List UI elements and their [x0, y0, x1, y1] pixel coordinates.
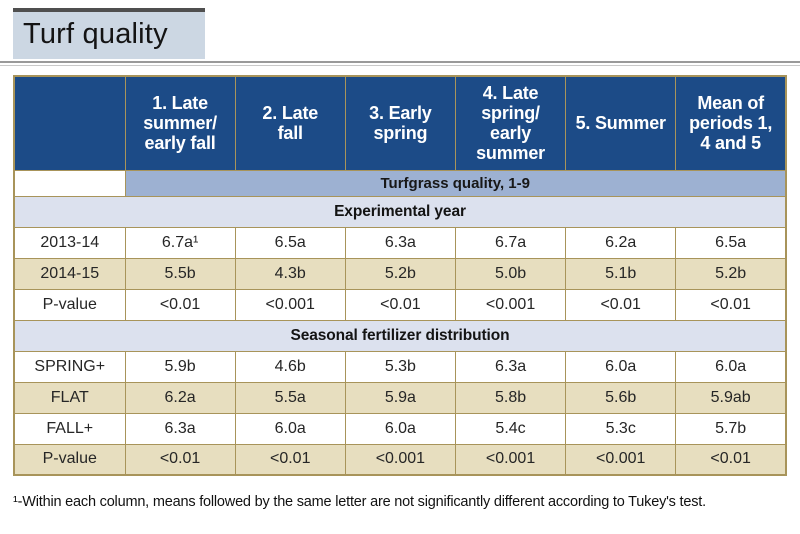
data-cell: 6.2a	[124, 381, 236, 414]
data-cell: <0.01	[124, 443, 236, 476]
data-cell: 5.3b	[344, 350, 456, 383]
data-cell: 6.3a	[454, 350, 567, 383]
data-cell: <0.01	[675, 443, 787, 476]
blank-cell	[13, 169, 126, 197]
data-row: P-value <0.01 <0.001 <0.01 <0.001 <0.01 <0.01	[13, 288, 787, 321]
footnote: ¹-Within each column, means followed by …	[13, 494, 706, 510]
data-cell: 6.7a	[454, 226, 567, 259]
data-cell: 5.8b	[454, 381, 567, 414]
data-cell: 6.7a¹	[124, 226, 236, 259]
data-row: FLAT 6.2a 5.5a 5.9a 5.8b 5.6b 5.9ab	[13, 381, 787, 414]
data-cell: 5.7b	[675, 412, 787, 445]
data-cell: <0.001	[344, 443, 456, 476]
corner-cell	[13, 75, 126, 171]
data-cell: <0.01	[234, 443, 346, 476]
data-cell: <0.001	[454, 288, 567, 321]
page-title: Turf quality	[23, 18, 168, 50]
data-cell: 5.4c	[454, 412, 567, 445]
table-header-row: 1. Late summer/ early fall 2. Late fall 3.…	[13, 75, 787, 171]
data-cell: 6.3a	[124, 412, 236, 445]
column-header: 5. Summer	[565, 75, 677, 171]
row-label: FLAT	[13, 381, 126, 414]
subheader-band: Turfgrass quality, 1-9	[124, 169, 787, 197]
column-header: 4. Late spring/ early summer	[454, 75, 567, 171]
data-cell: 5.9b	[124, 350, 236, 383]
data-row: 2013-14 6.7a¹ 6.5a 6.3a 6.7a 6.2a 6.5a	[13, 226, 787, 259]
data-cell: <0.01	[124, 288, 236, 321]
data-cell: 5.9a	[344, 381, 456, 414]
data-row: SPRING+ 5.9b 4.6b 5.3b 6.3a 6.0a 6.0a	[13, 350, 787, 383]
column-header: 3. Early spring	[344, 75, 456, 171]
data-cell: 6.0a	[675, 350, 787, 383]
row-label: P-value	[13, 288, 126, 321]
data-cell: 6.3a	[344, 226, 456, 259]
data-row: P-value <0.01 <0.01 <0.001 <0.001 <0.001 <0.01	[13, 443, 787, 476]
data-cell: 5.6b	[565, 381, 677, 414]
data-cell: 5.2b	[675, 257, 787, 290]
data-row: 2014-15 5.5b 4.3b 5.2b 5.0b 5.1b 5.2b	[13, 257, 787, 290]
data-cell: <0.001	[234, 288, 346, 321]
table-header: 1. Late summer/ early fall 2. Late fall 3.…	[13, 75, 787, 171]
section-header-row: Seasonal fertilizer distribution	[13, 319, 787, 352]
row-label: P-value	[13, 443, 126, 476]
data-cell: <0.001	[565, 443, 677, 476]
data-cell: 6.0a	[234, 412, 346, 445]
subheader-row: Turfgrass quality, 1-9	[13, 169, 787, 197]
section-header: Seasonal fertilizer distribution	[13, 319, 787, 352]
title-box: Turf quality	[13, 8, 205, 59]
row-label: 2013-14	[13, 226, 126, 259]
data-cell: 5.5a	[234, 381, 346, 414]
turf-quality-table: 1. Late summer/ early fall 2. Late fall 3.…	[13, 75, 787, 476]
data-cell: <0.001	[454, 443, 567, 476]
data-cell: <0.01	[675, 288, 787, 321]
data-cell: 4.6b	[234, 350, 346, 383]
separator-line	[0, 61, 800, 66]
data-cell: <0.01	[565, 288, 677, 321]
row-label: FALL+	[13, 412, 126, 445]
column-header: 2. Late fall	[234, 75, 346, 171]
data-cell: 5.1b	[565, 257, 677, 290]
data-cell: 6.5a	[675, 226, 787, 259]
data-cell: 5.9ab	[675, 381, 787, 414]
data-cell: 5.0b	[454, 257, 567, 290]
data-cell: 6.0a	[344, 412, 456, 445]
data-cell: <0.01	[344, 288, 456, 321]
row-label: 2014-15	[13, 257, 126, 290]
data-cell: 6.0a	[565, 350, 677, 383]
data-cell: 5.2b	[344, 257, 456, 290]
section-header: Experimental year	[13, 195, 787, 228]
data-cell: 5.5b	[124, 257, 236, 290]
column-header: 1. Late summer/ early fall	[124, 75, 236, 171]
table-body: Turfgrass quality, 1-9 Experimental year 2…	[13, 169, 787, 476]
section-header-row: Experimental year	[13, 195, 787, 228]
row-label: SPRING+	[13, 350, 126, 383]
data-cell: 5.3c	[565, 412, 677, 445]
data-cell: 6.2a	[565, 226, 677, 259]
data-cell: 4.3b	[234, 257, 346, 290]
data-cell: 6.5a	[234, 226, 346, 259]
column-header: Mean of periods 1, 4 and 5	[675, 75, 787, 171]
data-row: FALL+ 6.3a 6.0a 6.0a 5.4c 5.3c 5.7b	[13, 412, 787, 445]
